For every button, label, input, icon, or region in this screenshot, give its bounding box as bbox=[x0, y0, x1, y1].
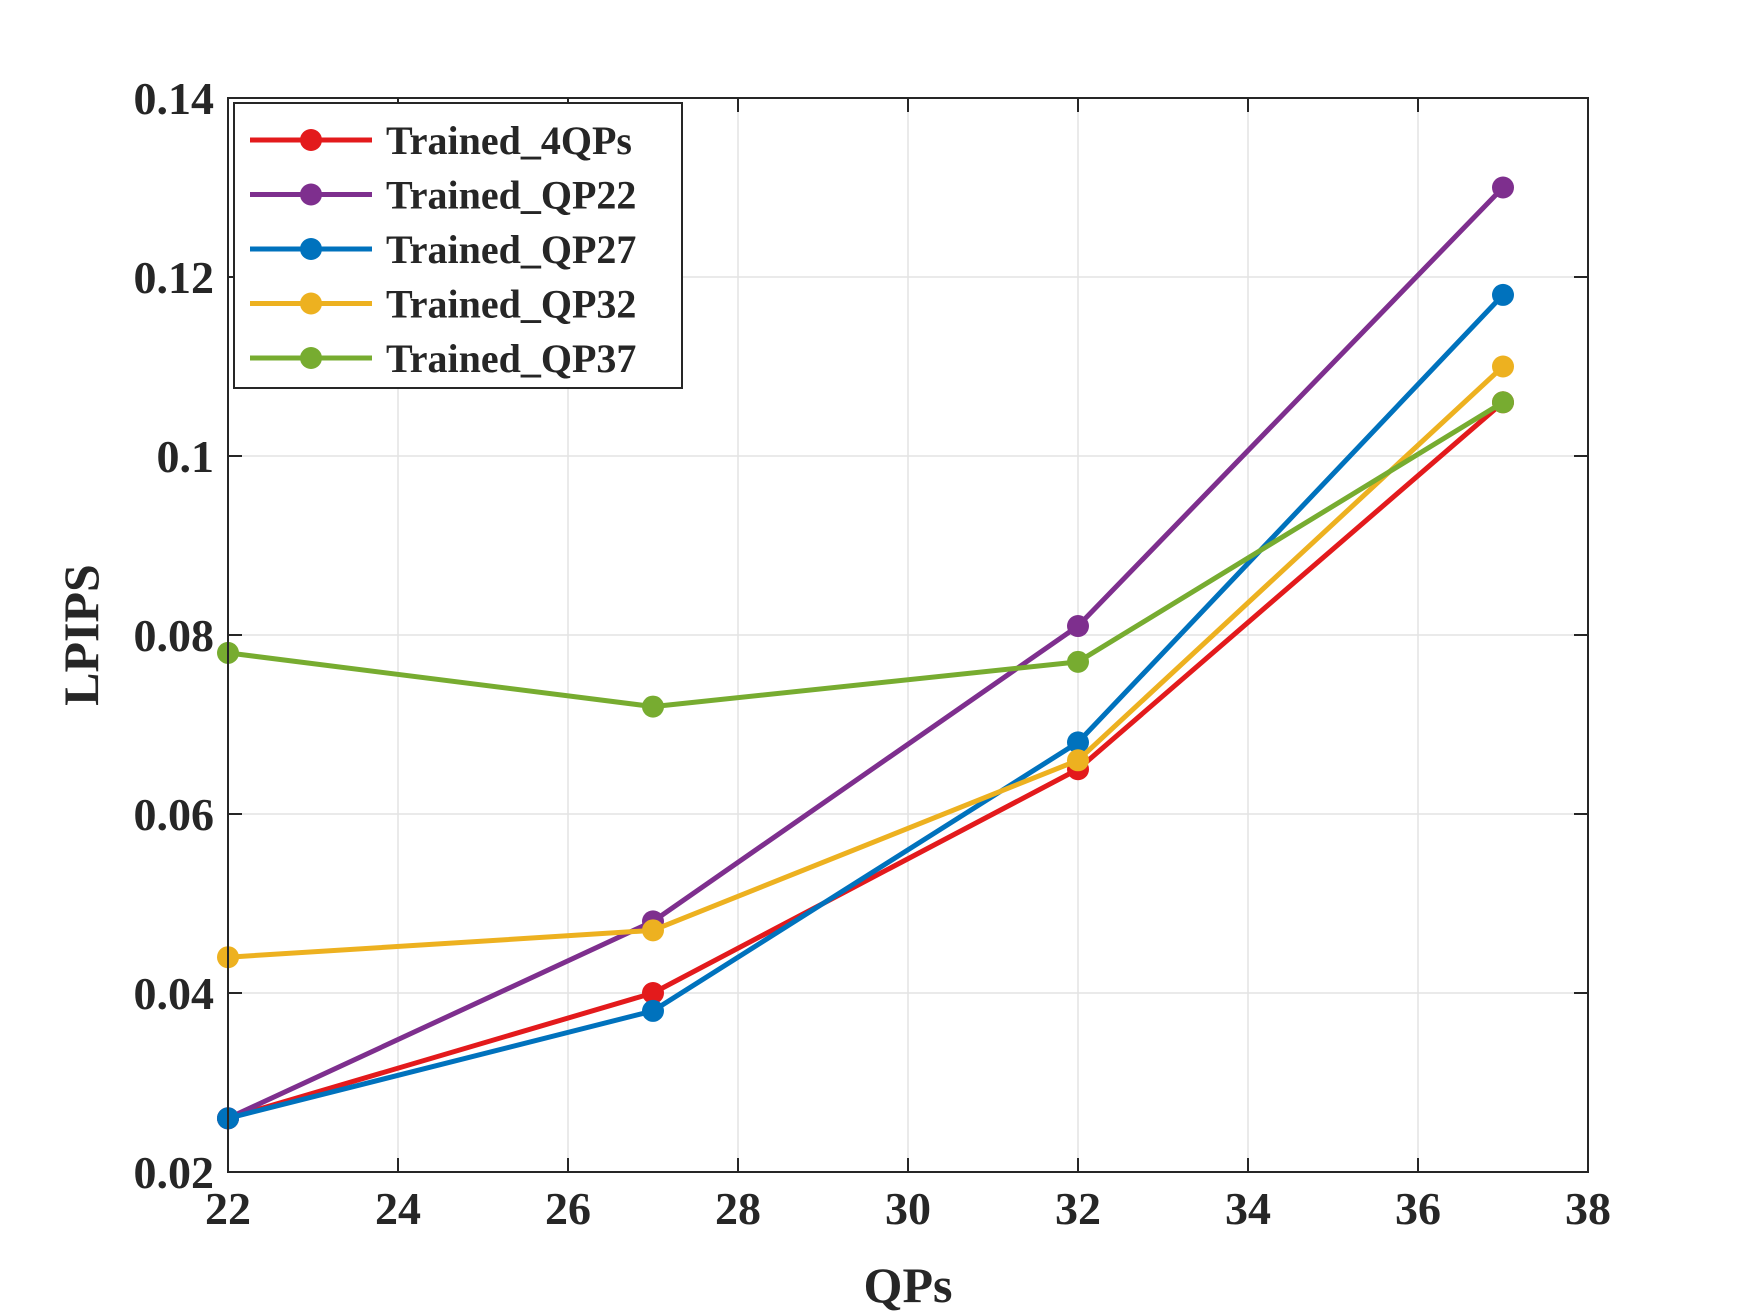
data-point bbox=[642, 999, 664, 1022]
x-tick-label: 30 bbox=[885, 1183, 931, 1234]
legend-item: Trained_QP37 bbox=[250, 336, 636, 381]
y-tick-label: 0.1 bbox=[157, 431, 215, 482]
data-point bbox=[1492, 176, 1514, 199]
data-point bbox=[642, 919, 664, 942]
series-line bbox=[227, 293, 1505, 1121]
legend-label: Trained_4QPs bbox=[386, 118, 632, 163]
tick-marks bbox=[227, 97, 1589, 1173]
legend-label: Trained_QP37 bbox=[386, 336, 636, 381]
data-point bbox=[642, 695, 664, 718]
grid-lines bbox=[228, 98, 1588, 1172]
y-tick-label: 0.08 bbox=[134, 610, 215, 661]
y-tick-label: 0.02 bbox=[134, 1147, 215, 1198]
series-Trained_QP27 bbox=[217, 283, 1514, 1130]
legend-item: Trained_4QPs bbox=[250, 118, 632, 163]
legend-item: Trained_QP32 bbox=[250, 282, 636, 327]
x-tick-label: 24 bbox=[375, 1183, 421, 1234]
legend-marker bbox=[300, 238, 322, 260]
legend-item: Trained_QP27 bbox=[250, 227, 636, 272]
data-point bbox=[1067, 615, 1089, 638]
x-tick-label: 34 bbox=[1225, 1183, 1271, 1234]
data-point bbox=[642, 982, 664, 1004]
data-point bbox=[1067, 731, 1089, 754]
data-point bbox=[1067, 749, 1089, 772]
data-point bbox=[1492, 283, 1514, 306]
legend: Trained_4QPs Trained_QP22 Trained_QP27 Trai… bbox=[233, 102, 683, 389]
x-tick-label: 26 bbox=[545, 1183, 591, 1234]
y-axis-title: LPIPS bbox=[53, 564, 109, 706]
legend-label: Trained_QP32 bbox=[386, 282, 636, 327]
legend-marker bbox=[300, 183, 322, 206]
y-tick-label: 0.04 bbox=[134, 968, 215, 1019]
data-point bbox=[1067, 650, 1089, 673]
series-layer bbox=[217, 176, 1514, 1130]
legend-label: Trained_QP27 bbox=[386, 227, 636, 272]
series-Trained_QP37 bbox=[217, 391, 1514, 718]
x-tick-label: 36 bbox=[1395, 1183, 1441, 1234]
series-Trained_QP32 bbox=[217, 355, 1514, 969]
tick-labels: 22 24 26 28 30 32 34 36 38 0.02 0.04 0.06 0.08 0.1 0.1… bbox=[134, 73, 1612, 1234]
y-tick-label: 0.14 bbox=[134, 73, 215, 124]
series-line bbox=[226, 185, 1505, 1121]
y-tick-label: 0.06 bbox=[134, 789, 215, 840]
legend-label: Trained_QP22 bbox=[386, 173, 636, 218]
series-line bbox=[227, 400, 1505, 710]
legend-marker bbox=[300, 347, 322, 369]
series-line bbox=[227, 400, 1505, 1121]
data-point bbox=[1492, 391, 1514, 414]
legend-item: Trained_QP22 bbox=[250, 173, 636, 218]
x-axis-title: QPs bbox=[864, 1257, 953, 1313]
legend-marker bbox=[300, 129, 322, 151]
data-point bbox=[1492, 355, 1514, 378]
x-tick-label: 32 bbox=[1055, 1183, 1101, 1234]
x-tick-label: 28 bbox=[715, 1183, 761, 1234]
x-tick-label: 22 bbox=[205, 1183, 251, 1234]
x-tick-label: 38 bbox=[1565, 1183, 1611, 1234]
series-line bbox=[227, 364, 1505, 960]
y-tick-label: 0.12 bbox=[134, 252, 215, 303]
legend-marker bbox=[300, 292, 322, 315]
